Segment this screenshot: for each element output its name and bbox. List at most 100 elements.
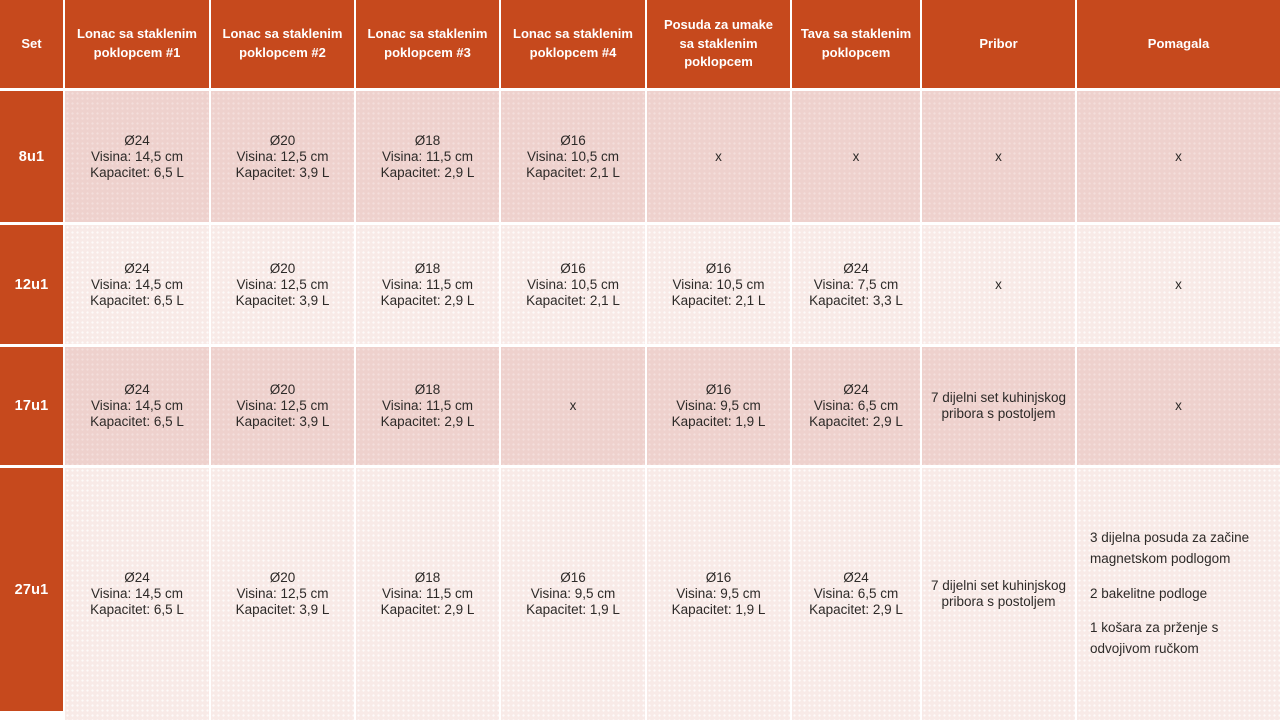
- spec-line: Ø16: [705, 260, 732, 276]
- spec-line: Visina: 12,5 cm: [236, 148, 329, 164]
- column-header-tava: Tava sa staklenim poklopcem: [792, 0, 920, 88]
- spec-line: Visina: 7,5 cm: [813, 276, 899, 292]
- spec-line: Kapacitet: 2,1 L: [671, 292, 766, 308]
- accessory-item: 1 košara za prženje s odvojivom ručkom: [1090, 620, 1219, 657]
- spec-cell-17u1-lonac-2: Ø20 Visina: 12,5 cm Kapacitet: 3,9 L: [211, 347, 354, 465]
- spec-line: Ø16: [560, 570, 586, 585]
- spec-line: Visina: 11,5 cm: [381, 276, 474, 292]
- column-header-label: Pribor: [979, 35, 1018, 51]
- spec-line: Visina: 11,5 cm: [381, 398, 474, 413]
- spec-line: Visina: 14,5 cm: [90, 148, 184, 164]
- spec-line: Visina: 9,5 cm: [676, 398, 761, 413]
- spec-line: Ø20: [269, 570, 296, 585]
- column-header-lonac-2: Lonac sa staklenim poklopcem #2: [211, 0, 354, 88]
- spec-line: Kapacitet: 2,9 L: [380, 602, 475, 617]
- spec-line: Ø24: [124, 132, 150, 148]
- empty-cell-8u1-tava: x: [792, 91, 920, 222]
- empty-cell-8u1-pomagala: x: [1077, 91, 1280, 222]
- accessories-text-cell-27u1-pribor: 7 dijelni set kuhinjskog pribora s posto…: [922, 468, 1075, 720]
- spec-line: Kapacitet: 6,5 L: [90, 602, 184, 617]
- column-header-label: Pomagala: [1147, 35, 1210, 51]
- spec-cell-8u1-lonac-2: Ø20 Visina: 12,5 cm Kapacitet: 3,9 L: [211, 91, 354, 222]
- spec-line: Visina: 10,5 cm: [672, 276, 765, 292]
- spec-line: Visina: 14,5 cm: [90, 276, 184, 292]
- column-header-label: Set: [21, 35, 42, 51]
- spec-line: Visina: 14,5 cm: [90, 398, 184, 413]
- empty-cell-12u1-pomagala: x: [1077, 225, 1280, 344]
- empty-cell-17u1-lonac-4: x: [501, 347, 645, 465]
- spec-line: Ø16: [560, 132, 586, 148]
- spec-line: Ø16: [705, 570, 732, 585]
- column-header-pomagala: Pomagala: [1077, 0, 1280, 88]
- empty-marker: x: [852, 148, 860, 164]
- row-label-17u1: 17u1: [0, 347, 63, 465]
- spec-line: Kapacitet: 6,5 L: [90, 292, 184, 308]
- spec-line: Ø18: [414, 570, 441, 585]
- empty-marker: x: [995, 276, 1002, 292]
- spec-cell-12u1-lonac-3: Ø18 Visina: 11,5 cm Kapacitet: 2,9 L: [356, 225, 499, 344]
- spec-cell-12u1-lonac-4: Ø16 Visina: 10,5 cm Kapacitet: 2,1 L: [501, 225, 645, 344]
- column-header-label: Lonac sa staklenim poklopcem #4: [513, 26, 633, 60]
- spec-line: Ø24: [124, 570, 150, 585]
- accessory-item: 3 dijelna posuda za začine magnetskom po…: [1090, 529, 1250, 566]
- spec-line: Ø20: [269, 382, 296, 397]
- spec-line: Visina: 14,5 cm: [90, 586, 184, 601]
- column-header-label: Lonac sa staklenim poklopcem #2: [222, 26, 343, 60]
- spec-line: Ø20: [269, 260, 296, 276]
- spec-cell-17u1-lonac-3: Ø18 Visina: 11,5 cm Kapacitet: 2,9 L: [356, 347, 499, 465]
- spec-cell-17u1-posuda-za-umake: Ø16 Visina: 9,5 cm Kapacitet: 1,9 L: [647, 347, 790, 465]
- spec-line: Kapacitet: 3,3 L: [809, 292, 903, 308]
- empty-cell-17u1-pomagala: x: [1077, 347, 1280, 465]
- accessories-text-cell-17u1-pribor: 7 dijelni set kuhinjskog pribora s posto…: [922, 347, 1075, 465]
- spec-cell-27u1-lonac-1: Ø24 Visina: 14,5 cm Kapacitet: 6,5 L: [65, 468, 209, 720]
- spec-line: Visina: 10,5 cm: [526, 148, 620, 164]
- spec-line: Visina: 10,5 cm: [526, 276, 620, 292]
- spec-line: Visina: 11,5 cm: [381, 148, 474, 164]
- spec-line: Ø16: [560, 260, 586, 276]
- spec-cell-12u1-lonac-2: Ø20 Visina: 12,5 cm Kapacitet: 3,9 L: [211, 225, 354, 344]
- column-header-pribor: Pribor: [922, 0, 1075, 88]
- spec-cell-27u1-lonac-4: Ø16 Visina: 9,5 cm Kapacitet: 1,9 L: [501, 468, 645, 720]
- spec-line: Ø18: [414, 382, 441, 397]
- spec-line: Visina: 9,5 cm: [530, 586, 616, 601]
- spec-cell-27u1-lonac-3: Ø18 Visina: 11,5 cm Kapacitet: 2,9 L: [356, 468, 499, 720]
- column-header-label: Posuda za umake sa staklenim poklopcem: [663, 16, 774, 70]
- spec-line: Visina: 12,5 cm: [236, 276, 329, 292]
- empty-marker: x: [1175, 148, 1182, 164]
- spec-line: Kapacitet: 6,5 L: [90, 164, 184, 180]
- spec-line: Ø24: [843, 382, 869, 397]
- column-header-posuda-za-umake: Posuda za umake sa staklenim poklopcem: [647, 0, 790, 88]
- spec-line: Visina: 9,5 cm: [676, 586, 761, 601]
- row-label-text: 8u1: [18, 148, 45, 165]
- spec-line: Kapacitet: 2,9 L: [809, 414, 903, 429]
- spec-line: Visina: 6,5 cm: [813, 586, 899, 601]
- spec-line: Ø16: [705, 382, 732, 397]
- spec-line: Visina: 11,5 cm: [381, 586, 474, 601]
- column-header-label: Lonac sa staklenim poklopcem #3: [367, 26, 488, 60]
- spec-line: Visina: 6,5 cm: [813, 398, 899, 413]
- spec-line: Kapacitet: 1,9 L: [526, 602, 620, 617]
- spec-cell-8u1-lonac-1: Ø24 Visina: 14,5 cm Kapacitet: 6,5 L: [65, 91, 209, 222]
- spec-line: Kapacitet: 2,9 L: [380, 164, 475, 180]
- empty-marker: x: [1175, 398, 1182, 413]
- accessory-item: 2 bakelitne podloge: [1090, 585, 1208, 601]
- row-label-27u1: 27u1: [0, 468, 63, 720]
- spec-line: Ø24: [843, 570, 869, 585]
- row-label-text: 12u1: [14, 276, 49, 293]
- spec-cell-12u1-lonac-1: Ø24 Visina: 14,5 cm Kapacitet: 6,5 L: [65, 225, 209, 344]
- spec-cell-12u1-posuda-za-umake: Ø16 Visina: 10,5 cm Kapacitet: 2,1 L: [647, 225, 790, 344]
- spec-line: Visina: 12,5 cm: [236, 586, 329, 601]
- spec-cell-17u1-tava: Ø24 Visina: 6,5 cm Kapacitet: 2,9 L: [792, 347, 920, 465]
- row-label-text: 17u1: [14, 398, 49, 414]
- column-header-lonac-4: Lonac sa staklenim poklopcem #4: [501, 0, 645, 88]
- column-header-label: Lonac sa staklenim poklopcem #1: [77, 26, 197, 60]
- spec-line: Kapacitet: 2,9 L: [380, 292, 475, 308]
- spec-cell-12u1-tava: Ø24 Visina: 7,5 cm Kapacitet: 3,3 L: [792, 225, 920, 344]
- cell-text: 7 dijelni set kuhinjskog pribora s posto…: [930, 390, 1067, 421]
- spec-line: Ø24: [124, 260, 150, 276]
- spec-line: Kapacitet: 1,9 L: [671, 602, 766, 617]
- spec-line: Ø24: [124, 382, 150, 397]
- spec-line: Ø24: [843, 260, 869, 276]
- spec-line: Kapacitet: 2,1 L: [526, 164, 620, 180]
